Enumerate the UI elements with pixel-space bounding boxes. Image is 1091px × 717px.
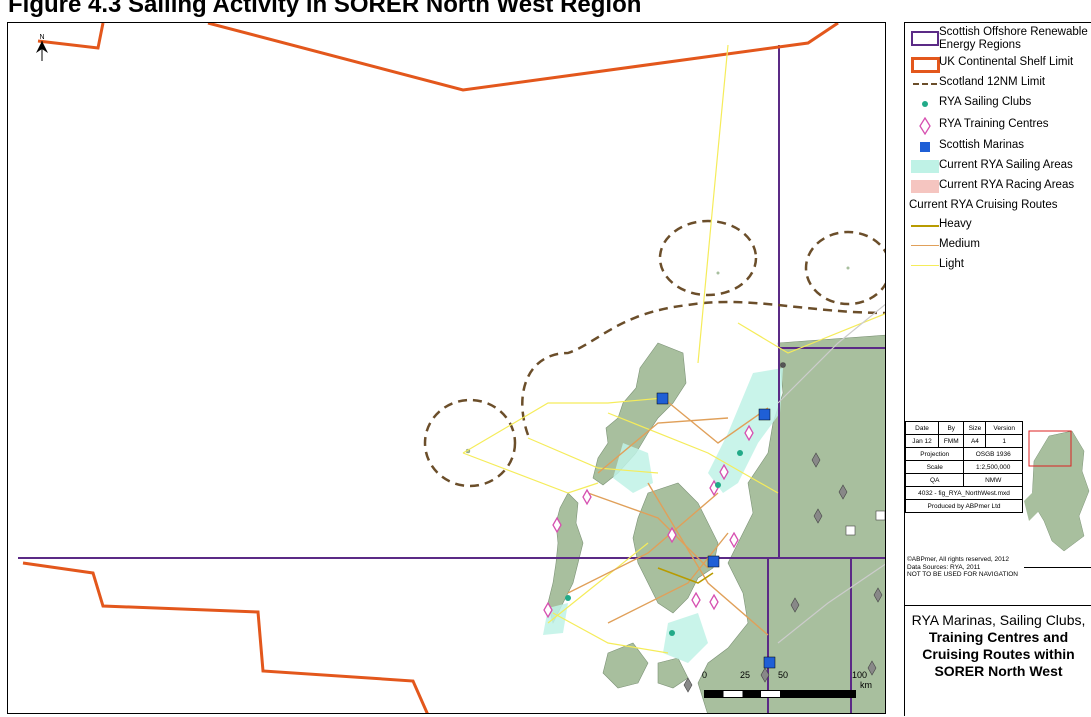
training-centre-marker[interactable] [667, 526, 677, 544]
marina-marker[interactable] [707, 555, 720, 568]
legend-racing-areas-label: Current RYA Racing Areas [939, 179, 1075, 191]
meta-produced: Produced by ABPmer Ltd [905, 499, 1023, 513]
legend-route-heavy: Heavy [905, 215, 1091, 235]
legend-panel: Scottish Offshore Renewable Energy Regio… [904, 22, 1091, 716]
meta-version: 1 [985, 434, 1023, 448]
mainland [697, 334, 885, 713]
legend-training: RYA Training Centres [905, 115, 1091, 136]
legend-racing-areas: Current RYA Racing Areas [905, 176, 1091, 196]
map-title-line-1: RYA Marinas, Sailing Clubs, [911, 612, 1086, 628]
meta-file: 4032 - fig_RYA_NorthWest.mxd [905, 486, 1023, 500]
meta-header-by: By [938, 421, 965, 435]
sorer-regions [18, 45, 885, 713]
legend-routes-heading: Current RYA Cruising Routes [909, 199, 1058, 211]
map-title-line-4: SORER North West [934, 663, 1063, 679]
scale-bar: 0 25 50 100 km [700, 668, 885, 708]
scale-tick-50: 50 [778, 670, 789, 680]
sailing-clubs [565, 450, 743, 636]
meta-qa-label: QA [904, 473, 965, 487]
training-centre-marker[interactable] [719, 463, 729, 481]
training-centre-marker[interactable] [709, 593, 719, 611]
land [465, 266, 885, 713]
training-centre-marker[interactable] [543, 601, 553, 619]
sailing-club-marker[interactable] [715, 482, 721, 488]
legend-route-medium: Medium [905, 235, 1091, 255]
islet-ne [846, 266, 850, 270]
skye [632, 482, 719, 614]
copyright-line: ©ABPmer, All rights reserved, 2012 [907, 556, 1009, 563]
north-arrow: N [36, 34, 48, 61]
training-centres [543, 424, 754, 619]
legend-route-light-label: Light [939, 258, 964, 270]
north-label: N [39, 34, 44, 41]
locator-map [1024, 421, 1091, 568]
uk-shelf-limit [22, 23, 839, 713]
legend-route-medium-label: Medium [939, 238, 980, 250]
other-features [683, 362, 885, 693]
map-title-box: RYA Marinas, Sailing Clubs, Training Cen… [905, 605, 1091, 717]
islet-north [716, 271, 720, 275]
map-title-line-3: Cruising Routes within [922, 646, 1075, 662]
legend-shelf-label: UK Continental Shelf Limit [939, 56, 1074, 68]
inner-isles [602, 642, 649, 689]
figure-caption: Figure 4.3 Sailing Activity in SORER Nor… [0, 0, 1091, 22]
marina-marker[interactable] [758, 408, 771, 421]
scale-tick-25: 25 [740, 670, 751, 680]
meta-header-version: Version [985, 421, 1023, 435]
marina-marker[interactable] [656, 392, 669, 405]
legend-sailing-areas-label: Current RYA Sailing Areas [939, 159, 1073, 171]
sailing-club-marker[interactable] [669, 630, 675, 636]
legend-sailing-areas: Current RYA Sailing Areas [905, 156, 1091, 176]
training-centre-marker[interactable] [691, 591, 701, 609]
meta-header-size: Size [963, 421, 987, 435]
marinas [656, 392, 776, 669]
legend-marinas-label: Scottish Marinas [939, 139, 1025, 151]
legend-12nm: Scotland 12NM Limit [905, 73, 1091, 93]
legend-training-label: RYA Training Centres [939, 118, 1049, 130]
meta-by: FMM [938, 434, 965, 448]
training-centre-marker[interactable] [729, 531, 739, 549]
lewis-harris [592, 342, 687, 486]
sailing-club-marker[interactable] [565, 595, 571, 601]
scale-unit: km [860, 680, 872, 690]
legend-sorer-label: Scottish Offshore Renewable Energy Regio… [939, 26, 1088, 51]
meta-scale-label: Scale [904, 460, 965, 474]
legend-shelf: UK Continental Shelf Limit [905, 53, 1091, 73]
map-metadata-table: Date By Size Version Jan 12 FMM A4 1 Projectio… [904, 421, 1023, 513]
copyright-notice: ©ABPmer, All rights reserved, 2012 Data … [907, 556, 1057, 579]
twelve-nm-limit [423, 219, 885, 488]
meta-header-date: Date [904, 421, 940, 435]
legend-route-light: Light [905, 255, 1091, 275]
legend-12nm-label: Scotland 12NM Limit [939, 76, 1046, 88]
meta-scale: 1:2,500,000 [963, 460, 1023, 474]
legend-marinas: Scottish Marinas [905, 136, 1091, 156]
figure-caption-text: Figure 4.3 Sailing Activity in SORER Nor… [8, 0, 642, 18]
meta-projection: OSGB 1936 [963, 447, 1023, 461]
meta-size: A4 [963, 434, 987, 448]
scale-tick-100: 100 [852, 670, 868, 680]
training-centre-marker[interactable] [582, 488, 592, 506]
sailing-club-marker[interactable] [737, 450, 743, 456]
marina-marker[interactable] [763, 656, 776, 669]
scale-tick-0: 0 [702, 670, 708, 680]
legend-route-heavy-label: Heavy [939, 218, 972, 230]
meta-projection-label: Projection [904, 447, 965, 461]
training-centre-marker[interactable] [552, 516, 562, 534]
sailing-areas [543, 368, 783, 663]
meta-date: Jan 12 [904, 434, 940, 448]
legend-sorer: Scottish Offshore Renewable Energy Regio… [905, 26, 1091, 51]
map-canvas[interactable]: N [8, 23, 886, 714]
data-sources-line: Data Sources: RYA, 2011 [907, 563, 981, 571]
map-frame[interactable]: N 0 25 50 100 km [7, 22, 886, 714]
cruising-routes [462, 44, 885, 654]
navigation-warning: NOT TO BE USED FOR NAVIGATION [907, 571, 1018, 578]
legend-clubs-label: RYA Sailing Clubs [939, 96, 1032, 108]
small-isles [657, 657, 689, 689]
legend-clubs: RYA Sailing Clubs [905, 93, 1091, 113]
meta-qa: NMW [963, 473, 1023, 487]
training-centre-marker[interactable] [744, 424, 754, 442]
map-title-line-2: Training Centres and [928, 629, 1069, 645]
